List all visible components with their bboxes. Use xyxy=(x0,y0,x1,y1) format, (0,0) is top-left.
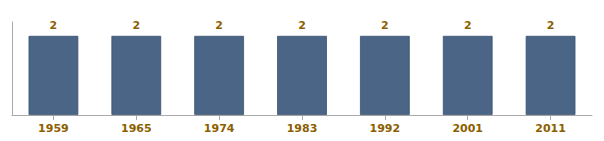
svg-text:2: 2 xyxy=(547,19,555,32)
svg-text:1959: 1959 xyxy=(38,122,69,135)
svg-text:2: 2 xyxy=(215,19,223,32)
svg-text:2011: 2011 xyxy=(535,122,566,135)
svg-text:2: 2 xyxy=(381,19,389,32)
svg-text:2: 2 xyxy=(298,19,306,32)
svg-text:1974: 1974 xyxy=(204,122,235,135)
svg-text:1965: 1965 xyxy=(121,122,152,135)
svg-text:2: 2 xyxy=(132,19,140,32)
svg-text:2: 2 xyxy=(464,19,472,32)
svg-text:2001: 2001 xyxy=(452,122,483,135)
svg-text:1983: 1983 xyxy=(287,122,318,135)
svg-text:2: 2 xyxy=(50,19,58,32)
svg-text:1992: 1992 xyxy=(370,122,401,135)
